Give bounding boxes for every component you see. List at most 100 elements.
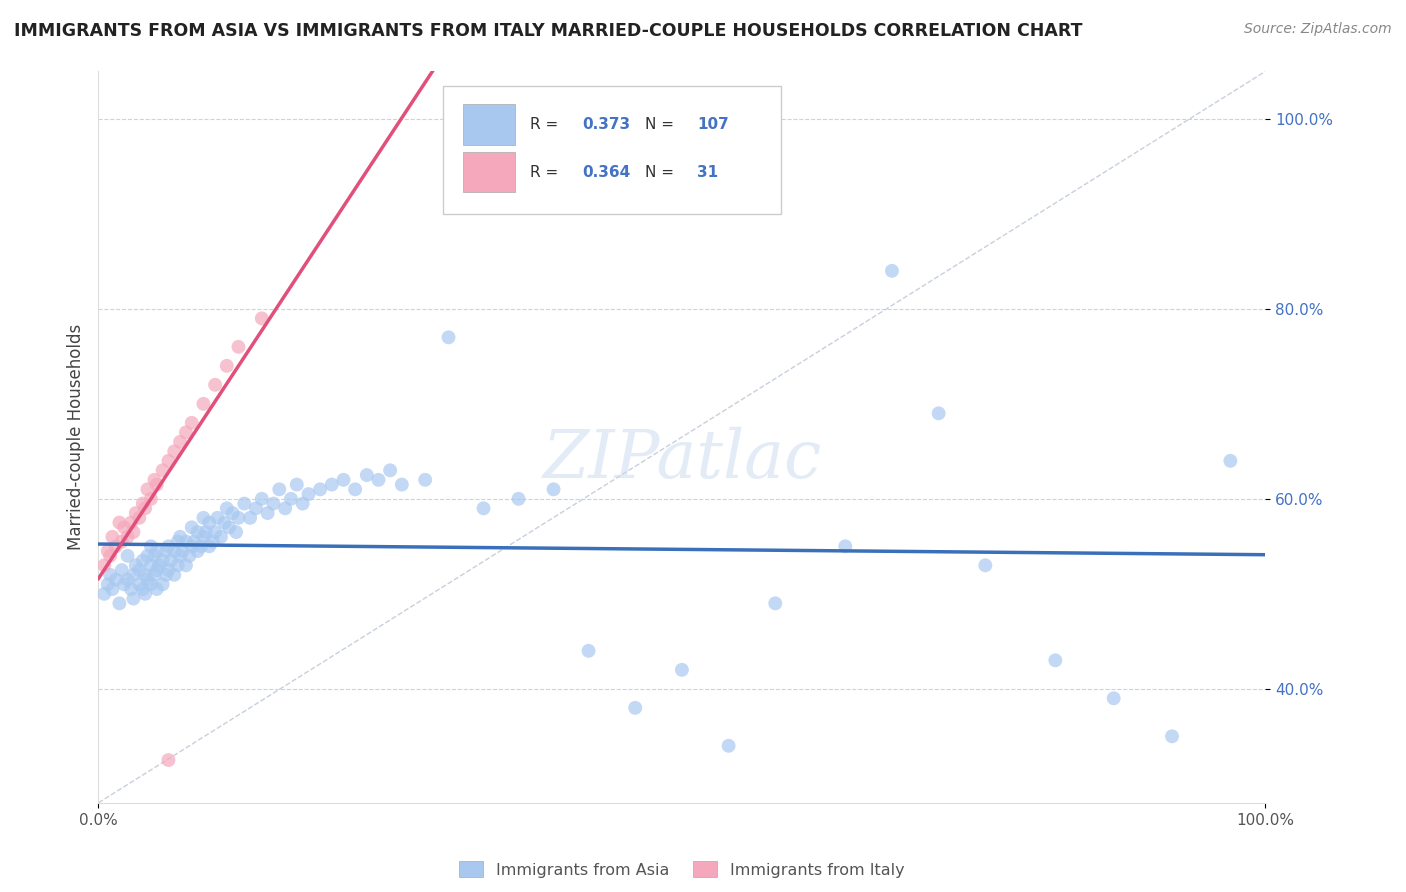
Point bbox=[122, 567, 145, 582]
Text: R =: R = bbox=[530, 117, 564, 132]
Point bbox=[122, 524, 145, 539]
Point bbox=[128, 511, 150, 525]
Point bbox=[128, 563, 150, 577]
Point bbox=[134, 587, 156, 601]
Point bbox=[671, 663, 693, 677]
Point bbox=[146, 582, 169, 596]
Point bbox=[139, 539, 162, 553]
Text: N =: N = bbox=[644, 117, 679, 132]
Point bbox=[111, 563, 134, 577]
Point bbox=[380, 463, 402, 477]
Point bbox=[166, 534, 188, 549]
Point bbox=[163, 567, 186, 582]
Point bbox=[93, 558, 115, 573]
Point bbox=[152, 553, 174, 567]
Point bbox=[174, 425, 197, 440]
Point bbox=[1219, 454, 1241, 468]
Point bbox=[437, 330, 460, 344]
Point bbox=[155, 567, 177, 582]
Point bbox=[97, 577, 120, 591]
Point bbox=[291, 497, 314, 511]
Point bbox=[159, 553, 181, 567]
Point bbox=[148, 558, 170, 573]
Text: ZIPatlас: ZIPatlас bbox=[543, 426, 821, 491]
Point bbox=[139, 491, 162, 506]
Point bbox=[169, 434, 191, 449]
Point bbox=[332, 473, 354, 487]
Point bbox=[215, 501, 238, 516]
Point bbox=[225, 524, 247, 539]
Point bbox=[356, 468, 378, 483]
Text: N =: N = bbox=[644, 165, 679, 180]
Point bbox=[183, 534, 205, 549]
Y-axis label: Married-couple Households: Married-couple Households bbox=[66, 324, 84, 550]
Point bbox=[93, 587, 115, 601]
Point bbox=[204, 524, 226, 539]
Point bbox=[193, 530, 215, 544]
Point bbox=[166, 558, 188, 573]
Point bbox=[111, 534, 134, 549]
Point bbox=[128, 577, 150, 591]
Point bbox=[169, 530, 191, 544]
Point bbox=[228, 340, 250, 354]
Point bbox=[152, 463, 174, 477]
Point bbox=[143, 567, 166, 582]
Point bbox=[139, 558, 162, 573]
Point bbox=[233, 497, 256, 511]
Point bbox=[1045, 653, 1067, 667]
Point bbox=[297, 487, 319, 501]
Point bbox=[101, 582, 124, 596]
Point bbox=[1161, 729, 1184, 743]
Point bbox=[179, 549, 201, 563]
Point bbox=[101, 530, 124, 544]
Point bbox=[928, 406, 950, 420]
Point bbox=[146, 477, 169, 491]
Point bbox=[413, 473, 436, 487]
Point bbox=[201, 534, 224, 549]
Point bbox=[134, 501, 156, 516]
Point bbox=[117, 573, 139, 587]
Point bbox=[198, 539, 221, 553]
Point bbox=[122, 591, 145, 606]
Point bbox=[180, 539, 202, 553]
Point bbox=[250, 491, 273, 506]
Point bbox=[136, 549, 159, 563]
Point bbox=[132, 497, 155, 511]
FancyBboxPatch shape bbox=[443, 86, 782, 214]
Point bbox=[172, 544, 194, 558]
Point bbox=[717, 739, 740, 753]
Point bbox=[880, 264, 903, 278]
Point bbox=[117, 530, 139, 544]
FancyBboxPatch shape bbox=[463, 104, 515, 145]
Point bbox=[344, 483, 367, 497]
Point bbox=[152, 577, 174, 591]
Point bbox=[132, 582, 155, 596]
Point bbox=[274, 501, 297, 516]
Point bbox=[256, 506, 278, 520]
Text: 0.364: 0.364 bbox=[582, 165, 631, 180]
Point bbox=[98, 567, 121, 582]
Point bbox=[174, 558, 197, 573]
Point bbox=[215, 359, 238, 373]
Point bbox=[125, 506, 148, 520]
Point bbox=[187, 524, 209, 539]
Point bbox=[174, 534, 197, 549]
Text: R =: R = bbox=[530, 165, 564, 180]
Point bbox=[763, 596, 786, 610]
Point bbox=[187, 544, 209, 558]
Point bbox=[209, 530, 232, 544]
Point bbox=[104, 539, 127, 553]
Point bbox=[157, 753, 180, 767]
Point bbox=[391, 477, 413, 491]
Point bbox=[198, 516, 221, 530]
Point bbox=[543, 483, 565, 497]
Point bbox=[472, 501, 495, 516]
Point bbox=[132, 553, 155, 567]
Point bbox=[245, 501, 267, 516]
Point bbox=[624, 701, 647, 715]
Point bbox=[250, 311, 273, 326]
FancyBboxPatch shape bbox=[463, 152, 515, 192]
Point bbox=[578, 644, 600, 658]
Point bbox=[155, 544, 177, 558]
Point bbox=[194, 524, 217, 539]
